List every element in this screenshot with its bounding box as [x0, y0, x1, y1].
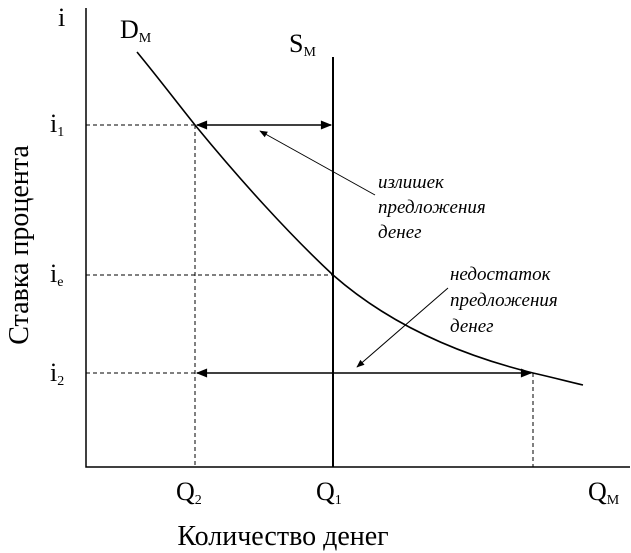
note-line: предложения [450, 290, 558, 311]
symbol: S [289, 29, 303, 58]
symbol: Q [176, 477, 195, 506]
demand-curve [136, 51, 584, 386]
note-line: недостаток [450, 264, 552, 285]
symbol: i [50, 259, 57, 288]
y-level: ie [50, 259, 63, 290]
symbol: i [50, 358, 57, 387]
guide-i1 [86, 124, 196, 467]
y-title: Ставка процента [4, 145, 35, 345]
subscript: 1 [335, 493, 342, 508]
x-level: Q2 [176, 477, 202, 508]
symbol: Q [316, 477, 335, 506]
y-level: i2 [50, 358, 64, 389]
subscript: 2 [57, 374, 64, 389]
note-line: денег [450, 316, 494, 337]
symbol: i [50, 109, 57, 138]
subscript: M [139, 31, 152, 46]
symbol: Q [588, 477, 607, 506]
x-title: Количество денег [177, 521, 388, 552]
subscript: M [303, 45, 316, 60]
note-line: предложения [378, 197, 486, 218]
note-line: излишек [378, 172, 445, 193]
subscript: M [607, 493, 620, 508]
y-level: i1 [50, 109, 64, 140]
subscript: e [57, 275, 63, 290]
x-level: QM [588, 477, 620, 508]
surplus-pointer [259, 130, 376, 196]
shortage-pointer [356, 287, 449, 368]
symbol: D [120, 15, 139, 44]
guide-i2 [86, 372, 534, 467]
subscript: 2 [195, 493, 202, 508]
x-level: Q1 [316, 477, 342, 508]
axes [85, 8, 630, 468]
subscript: 1 [57, 125, 64, 140]
y-symbol: i [58, 3, 65, 32]
demand-label: DM [120, 15, 152, 46]
supply-label: SM [289, 29, 316, 60]
note-line: денег [378, 222, 422, 243]
